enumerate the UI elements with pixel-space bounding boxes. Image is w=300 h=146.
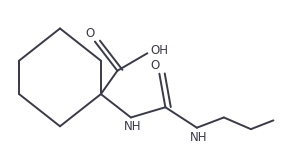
Text: OH: OH — [150, 44, 168, 57]
Text: NH: NH — [124, 120, 141, 133]
Text: NH: NH — [190, 131, 208, 144]
Text: O: O — [150, 59, 160, 72]
Text: O: O — [86, 27, 95, 40]
